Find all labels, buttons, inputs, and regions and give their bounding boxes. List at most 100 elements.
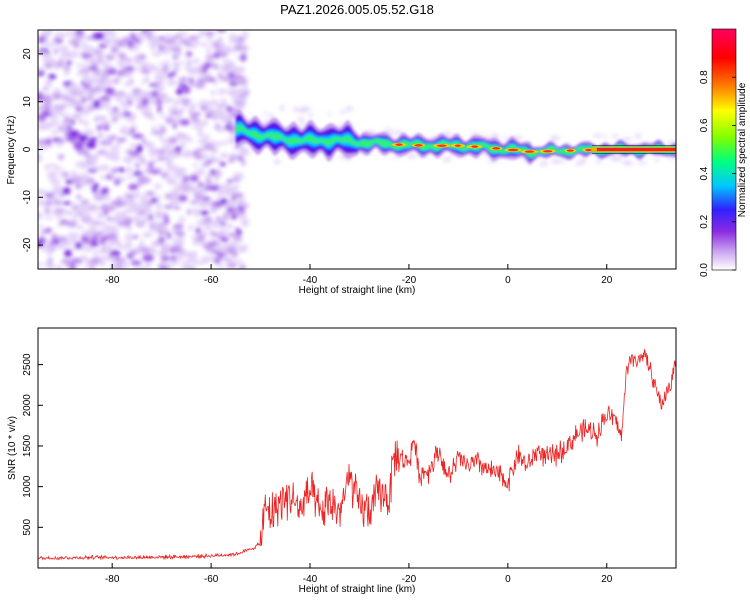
- snr-y-tick-label: 2000: [22, 394, 33, 417]
- noise-blob: [134, 217, 139, 221]
- noise-blob: [55, 244, 66, 250]
- noise-blob: [136, 144, 143, 153]
- noise-blob: [181, 264, 187, 269]
- noise-blob: [113, 107, 118, 112]
- noise-blob: [155, 97, 160, 104]
- noise-blob: [85, 140, 97, 149]
- noise-blob: [114, 257, 127, 263]
- noise-blob: [38, 67, 44, 72]
- noise-blob: [42, 86, 49, 91]
- noise-blob: [175, 108, 185, 113]
- noise-blob: [156, 149, 166, 156]
- noise-blob: [117, 213, 123, 219]
- noise-blob: [231, 75, 243, 79]
- noise-blob: [59, 235, 68, 243]
- noise-blob: [52, 39, 58, 46]
- noise-blob: [235, 80, 246, 85]
- colorbar-tick-label: 0.2: [699, 214, 710, 228]
- noise-blob: [186, 208, 192, 216]
- noise-blob: [100, 116, 106, 121]
- noise-blob: [470, 132, 479, 136]
- noise-blob: [620, 161, 631, 165]
- noise-blob: [83, 75, 91, 79]
- noise-blob: [168, 136, 179, 144]
- noise-blob: [491, 133, 499, 139]
- noise-blob: [87, 168, 98, 173]
- noise-blob: [86, 231, 95, 239]
- noise-blob: [206, 47, 212, 54]
- noise-blob: [183, 150, 193, 158]
- noise-blob: [44, 193, 55, 198]
- noise-blob: [198, 100, 210, 104]
- noise-blob: [187, 104, 198, 108]
- noise-blob: [163, 60, 170, 67]
- noise-blob: [173, 40, 183, 49]
- noise-blob: [155, 93, 168, 98]
- noise-blob: [232, 99, 238, 104]
- noise-blob: [262, 112, 270, 115]
- noise-blob: [142, 253, 155, 262]
- noise-blob: [219, 76, 230, 82]
- noise-blob: [208, 43, 214, 48]
- noise-blob: [76, 204, 88, 212]
- noise-blob: [220, 51, 228, 58]
- noise-blob: [218, 187, 223, 196]
- noise-blob: [177, 83, 188, 88]
- noise-blob: [152, 39, 164, 44]
- colorbar-gradient: [712, 29, 736, 270]
- hotspot-core: [566, 149, 574, 152]
- noise-blob: [43, 93, 51, 101]
- noise-blob: [236, 245, 246, 252]
- snr-x-tick-label: -40: [303, 574, 318, 585]
- noise-blob: [50, 130, 60, 135]
- noise-blob: [172, 200, 179, 205]
- snr-x-label: Height of straight line (km): [299, 584, 416, 595]
- noise-blob: [111, 78, 121, 84]
- noise-blob: [48, 73, 57, 80]
- noise-blob: [622, 137, 633, 141]
- noise-blob: [87, 218, 98, 226]
- noise-blob: [71, 238, 79, 244]
- noise-blob: [141, 193, 146, 201]
- noise-blob: [232, 172, 244, 180]
- noise-blob: [273, 159, 281, 165]
- hotspot-core: [492, 147, 501, 150]
- noise-blob: [217, 245, 223, 252]
- noise-blob: [148, 161, 154, 168]
- noise-blob: [219, 115, 231, 123]
- noise-blob: [100, 190, 109, 195]
- noise-blob: [52, 88, 63, 93]
- noise-blob: [126, 60, 132, 66]
- noise-blob: [141, 98, 149, 105]
- noise-blob: [132, 96, 139, 101]
- noise-blob: [169, 47, 181, 51]
- noise-blob: [135, 67, 141, 72]
- noise-blob: [171, 62, 180, 69]
- noise-blob: [99, 164, 110, 172]
- noise-blob: [191, 208, 201, 215]
- noise-blob: [197, 132, 205, 138]
- noise-blob: [56, 33, 67, 37]
- noise-blob: [115, 141, 123, 146]
- noise-blob: [189, 250, 198, 257]
- noise-blob: [269, 113, 275, 119]
- noise-blobs: [38, 30, 676, 269]
- noise-blob: [241, 221, 249, 228]
- noise-blob: [124, 240, 133, 249]
- noise-blob: [75, 161, 88, 168]
- noise-blob: [167, 115, 174, 119]
- spectrogram-x-tick-label: -80: [105, 275, 120, 286]
- noise-blob: [166, 264, 172, 269]
- noise-blob: [130, 260, 142, 266]
- snr-x-tick-label: 0: [505, 574, 511, 585]
- noise-blob: [82, 211, 92, 220]
- noise-blob: [551, 158, 561, 164]
- noise-blob: [182, 85, 191, 94]
- noise-blob: [220, 154, 232, 158]
- noise-blob: [161, 97, 169, 104]
- colorbar-tick-label: 0.0: [699, 263, 710, 277]
- noise-blob: [124, 93, 134, 101]
- noise-blob: [173, 205, 181, 210]
- noise-blob: [514, 135, 523, 140]
- noise-blob: [43, 98, 53, 104]
